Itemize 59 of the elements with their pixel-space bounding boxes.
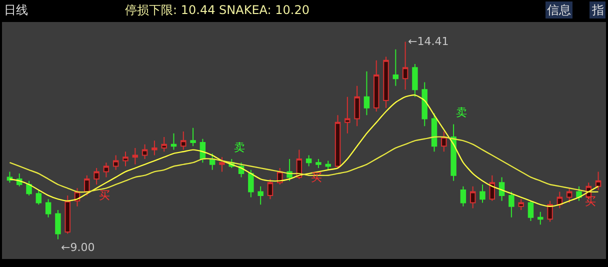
candlestick	[383, 56, 389, 108]
candlestick	[132, 147, 138, 165]
candlestick	[364, 70, 370, 116]
text: ←9.00	[61, 241, 95, 254]
candlestick	[142, 144, 148, 160]
candlestick	[64, 194, 70, 234]
candlestick	[112, 154, 119, 170]
annotation: 买	[99, 189, 110, 202]
candlestick	[170, 132, 177, 150]
candlestick	[316, 158, 322, 169]
candlestick	[547, 200, 553, 222]
annotation: ←14.41	[408, 35, 449, 48]
candlestick	[306, 154, 312, 167]
text: 信息	[547, 3, 571, 17]
chart-subtitle: 停损下限: 10.44 SNAKEA: 10.20	[125, 3, 310, 17]
candlestick	[36, 189, 42, 206]
annotation: 卖	[234, 141, 245, 154]
candlestick	[354, 85, 360, 127]
candlestick	[518, 198, 524, 211]
text: 指	[591, 3, 604, 17]
candlestick	[441, 131, 447, 152]
annotation: 买	[585, 195, 596, 208]
candlestick	[498, 176, 505, 202]
candlestick	[84, 174, 90, 196]
candlestick	[450, 124, 456, 182]
candlestick	[180, 131, 186, 150]
candlestick	[219, 156, 225, 172]
candlestick	[392, 48, 399, 86]
candlestick	[334, 114, 341, 169]
candlestick	[94, 168, 100, 185]
candlestick	[508, 191, 514, 218]
candlestick	[538, 211, 544, 226]
candlestick	[26, 180, 32, 196]
candlestick	[152, 140, 158, 156]
candlestick	[45, 198, 52, 218]
candlestick	[248, 169, 254, 198]
candlestick	[122, 151, 128, 167]
candlestick	[460, 186, 466, 207]
candlestick	[528, 200, 534, 222]
candlestick	[412, 64, 418, 98]
candlestick	[161, 136, 167, 152]
chart-title: 日线	[4, 3, 28, 17]
annotation: 卖	[456, 106, 467, 119]
candlestick	[480, 184, 486, 204]
candlestick	[103, 162, 110, 178]
candlestick	[422, 82, 428, 127]
candlestick	[402, 41, 408, 90]
candlestick	[374, 60, 380, 112]
candlestick	[325, 160, 331, 170]
candlestick	[55, 210, 61, 240]
candlestick	[595, 171, 602, 190]
candlestick	[489, 174, 496, 202]
candlestick	[431, 112, 438, 152]
candlestick	[344, 96, 350, 134]
candlestick	[190, 127, 196, 147]
candlestick	[566, 188, 572, 204]
candlestick	[258, 186, 264, 206]
candlestick	[267, 178, 274, 200]
candlestick	[470, 186, 476, 209]
